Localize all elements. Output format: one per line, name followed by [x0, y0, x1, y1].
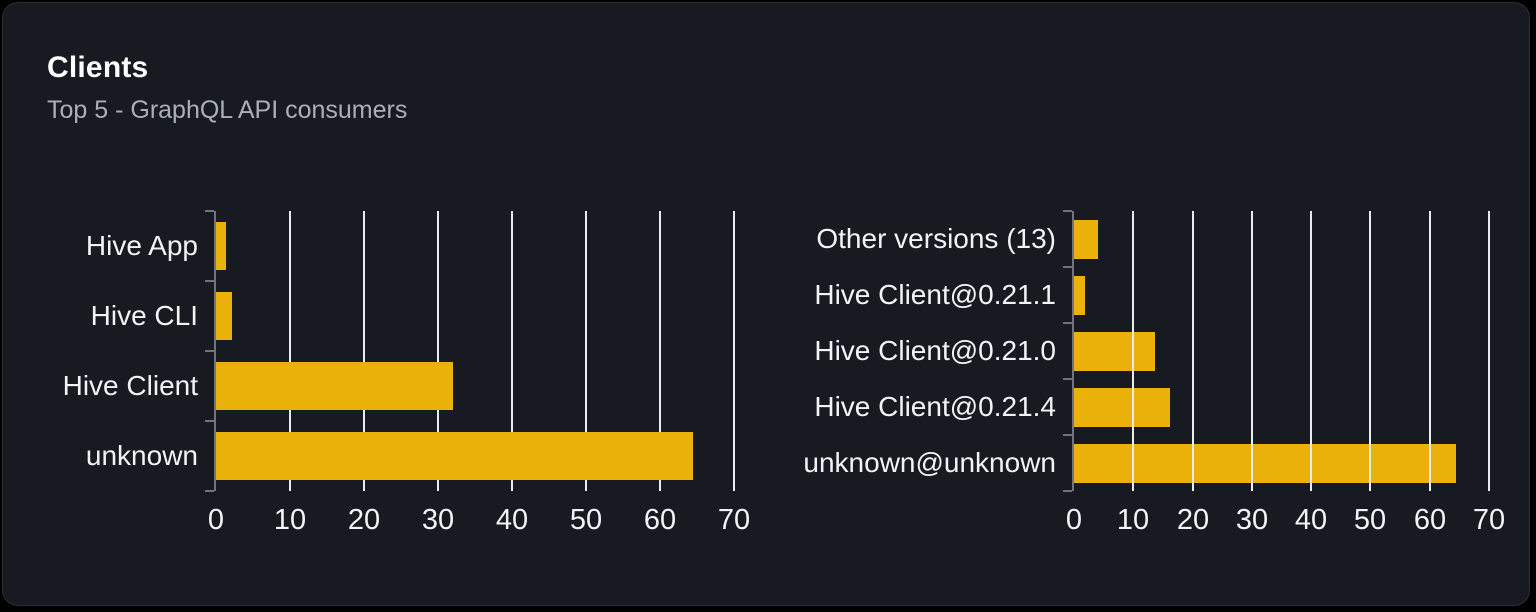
category-label: Hive App	[85, 230, 198, 261]
y-axis-tick	[205, 280, 214, 282]
y-axis-line	[214, 211, 216, 491]
clients-by-version-chart: 0 10 20 30 40 50 60 70 Other versions (13) Hive C…	[3, 3, 1529, 605]
y-axis-tick	[1063, 266, 1072, 268]
gridline	[363, 211, 365, 491]
bar[interactable]	[1074, 332, 1155, 371]
bar[interactable]	[1074, 220, 1098, 259]
y-axis-tick	[205, 210, 214, 212]
y-axis-tick	[205, 490, 214, 492]
bar[interactable]	[216, 432, 693, 480]
gridline	[437, 211, 439, 491]
gridline	[1429, 211, 1431, 491]
x-axis-tick-label: 60	[643, 504, 677, 536]
x-axis-tick-label: 40	[1294, 504, 1328, 536]
x-axis-tick-label: 20	[1176, 504, 1210, 536]
x-axis-tick-label: 20	[347, 504, 381, 536]
gridline	[1251, 211, 1253, 491]
gridline	[1132, 211, 1134, 491]
y-axis-tick	[1063, 490, 1072, 492]
category-label: Hive Client@0.21.4	[814, 391, 1056, 422]
y-axis-line	[1072, 211, 1074, 491]
category-label: Hive CLI	[90, 300, 198, 331]
gridline	[1310, 211, 1312, 491]
bar[interactable]	[216, 222, 226, 270]
gridline	[511, 211, 513, 491]
gridline	[733, 211, 735, 491]
gridline	[659, 211, 661, 491]
x-axis-tick-label: 60	[1413, 504, 1447, 536]
x-axis-tick-label: 40	[495, 504, 529, 536]
x-axis-tick-label: 50	[1353, 504, 1387, 536]
gridline	[289, 211, 291, 491]
x-axis-tick-label: 0	[1065, 504, 1083, 536]
x-axis-tick-label: 70	[717, 504, 751, 536]
y-axis-tick	[1063, 378, 1072, 380]
x-axis-tick-label: 0	[207, 504, 225, 536]
category-label: unknown	[85, 440, 198, 471]
y-axis-tick	[205, 420, 214, 422]
gridline	[1488, 211, 1490, 491]
x-axis-tick-label: 30	[421, 504, 455, 536]
panel-title: Clients	[47, 51, 149, 84]
x-axis-tick-label: 10	[1116, 504, 1150, 536]
x-axis-tick-label: 10	[273, 504, 307, 536]
x-axis-tick-label: 50	[569, 504, 603, 536]
bar[interactable]	[1074, 444, 1456, 483]
bar[interactable]	[216, 362, 453, 410]
y-axis-tick	[205, 350, 214, 352]
gridline	[1192, 211, 1194, 491]
category-label: Other versions (13)	[816, 223, 1056, 254]
bar[interactable]	[216, 292, 232, 340]
category-label: unknown@unknown	[803, 447, 1056, 478]
category-label: Hive Client@0.21.0	[814, 335, 1056, 366]
gridline	[1369, 211, 1371, 491]
category-label: Hive Client@0.21.1	[814, 279, 1056, 310]
bar[interactable]	[1074, 388, 1170, 427]
category-label: Hive Client	[62, 370, 198, 401]
y-axis-tick	[1063, 434, 1072, 436]
y-axis-tick	[1063, 322, 1072, 324]
clients-by-name-chart: 0 10 20 30 40 50 60 70 Hive App Hive CLI Hive Clie…	[3, 3, 1529, 605]
x-axis-tick-label: 70	[1472, 504, 1506, 536]
bar[interactable]	[1074, 276, 1085, 315]
gridline	[585, 211, 587, 491]
y-axis-tick	[1063, 210, 1072, 212]
x-axis-tick-label: 30	[1235, 504, 1269, 536]
panel-subtitle: Top 5 - GraphQL API consumers	[47, 96, 408, 124]
